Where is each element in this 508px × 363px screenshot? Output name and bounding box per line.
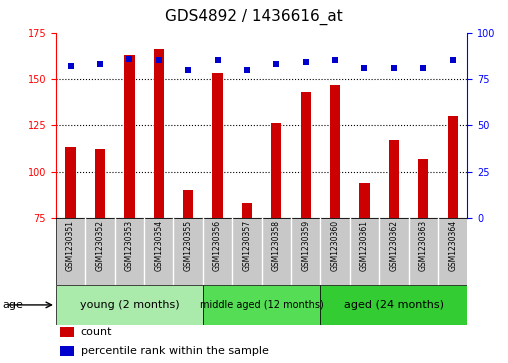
Text: count: count [81,327,112,337]
Bar [301,92,311,356]
Point [125,56,134,61]
Bar [56,285,203,325]
Text: GSM1230363: GSM1230363 [419,220,428,271]
Bar [66,147,76,356]
Point [419,65,427,71]
Text: middle aged (12 months): middle aged (12 months) [200,300,324,310]
Text: GSM1230351: GSM1230351 [66,220,75,271]
Bar [242,203,252,356]
Text: GSM1230352: GSM1230352 [96,220,105,271]
Bar [124,55,135,356]
Bar [418,159,428,356]
Text: GSM1230356: GSM1230356 [213,220,222,271]
Bar [389,140,399,356]
Text: GSM1230361: GSM1230361 [360,220,369,271]
Point [154,57,163,63]
Point [213,57,221,63]
Point [67,63,75,69]
Bar [60,346,74,356]
Bar [330,85,340,356]
Bar [95,149,105,356]
Point [331,57,339,63]
Point [361,65,369,71]
Point [96,61,104,67]
Text: GSM1230357: GSM1230357 [242,220,251,271]
Text: GSM1230358: GSM1230358 [272,220,281,271]
Text: GSM1230360: GSM1230360 [331,220,340,271]
Text: percentile rank within the sample: percentile rank within the sample [81,346,268,356]
Bar [153,49,164,356]
Point [390,65,398,71]
Bar [359,183,370,356]
Bar [212,73,223,356]
Bar [203,285,321,325]
Bar [271,123,281,356]
Point [243,67,251,73]
Text: GSM1230359: GSM1230359 [301,220,310,271]
Text: aged (24 months): aged (24 months) [344,300,444,310]
Text: GDS4892 / 1436616_at: GDS4892 / 1436616_at [165,9,343,25]
Text: GSM1230353: GSM1230353 [125,220,134,271]
Bar [448,116,458,356]
Point [449,57,457,63]
Text: GSM1230364: GSM1230364 [448,220,457,271]
Text: GSM1230354: GSM1230354 [154,220,163,271]
Point [184,67,192,73]
Text: GSM1230362: GSM1230362 [389,220,398,271]
Bar [321,285,467,325]
Text: GSM1230355: GSM1230355 [183,220,193,271]
Point [272,61,280,67]
Text: young (2 months): young (2 months) [80,300,179,310]
Bar [183,190,193,356]
Point [302,60,310,65]
Text: age: age [3,300,23,310]
Bar [60,327,74,337]
